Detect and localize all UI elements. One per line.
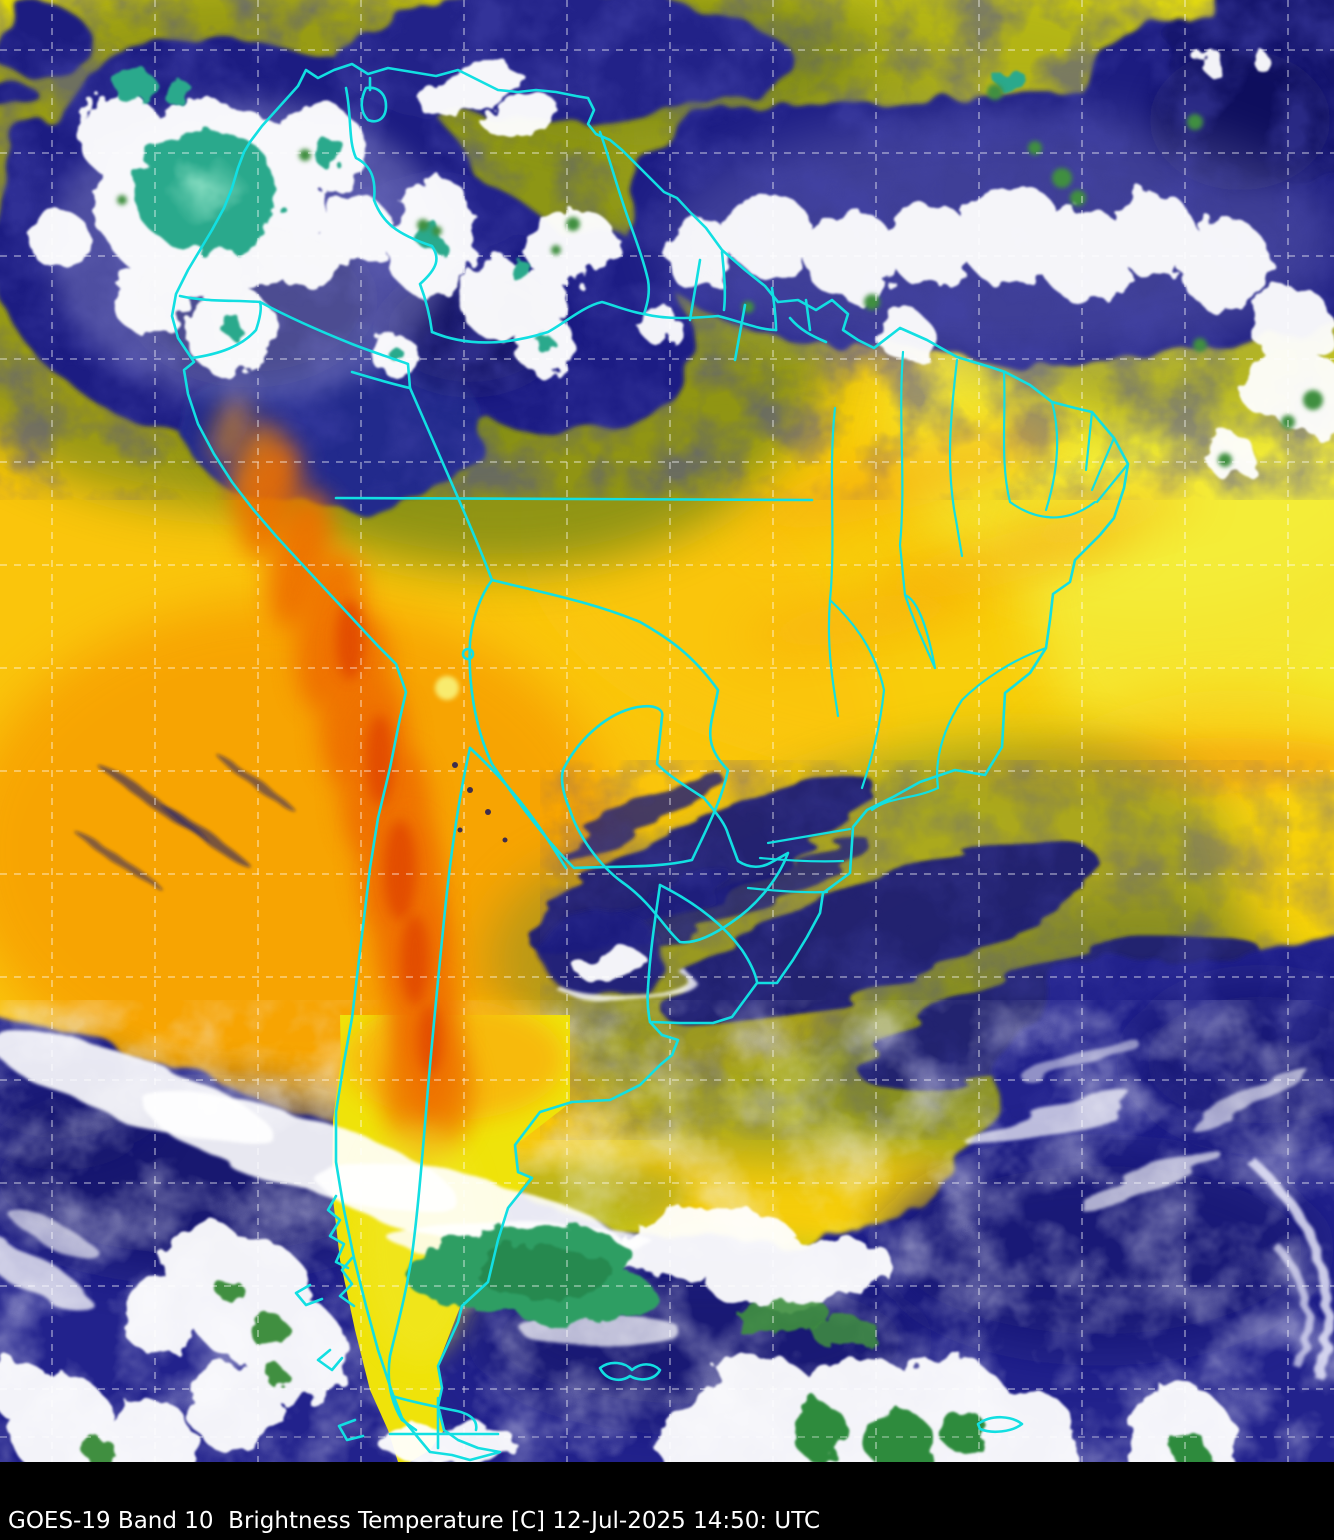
south-america-coastline [170, 62, 1130, 1462]
satellite-map [0, 0, 1334, 1462]
lake-titicaca [461, 647, 475, 661]
border-paraguay [560, 704, 790, 944]
border-suriname-frguiana [770, 286, 778, 332]
andes-lee-specks [452, 762, 508, 843]
lake-maracaibo [360, 76, 388, 123]
border-argentina-chile [387, 746, 472, 1432]
border-bolivia [468, 578, 730, 870]
border-argentina-bolivia [468, 746, 568, 870]
sea-cloud-green-mass [85, 1225, 1210, 1462]
border-uruguay-argentina [646, 883, 662, 1024]
caption-text: GOES-19 Band 10 Brightness Temperature [… [8, 1508, 821, 1535]
south-georgia [976, 1415, 1024, 1434]
border-colombia-venezuela [344, 86, 438, 334]
falkland-islands [598, 1361, 662, 1382]
border-ecuador-peru [190, 300, 263, 360]
andes-thermal-band [210, 395, 1197, 1120]
chile-fjords [294, 1194, 365, 1442]
itcz-cold-cores [742, 84, 1323, 467]
border-uruguay-brazil [658, 883, 759, 984]
brazil-state-borders [746, 350, 1130, 894]
convective-clouds [30, 48, 1334, 1001]
amazon-straight-line [334, 496, 814, 502]
south-ocean-clouds [0, 1030, 1333, 1462]
caption-bar: GOES-19 Band 10 Brightness Temperature [… [0, 1462, 1334, 1540]
strait-of-magellan [388, 1394, 500, 1450]
border-venezuela-guyana [598, 130, 651, 316]
border-colombia-ecuador [178, 294, 262, 304]
border-guyana-suriname [720, 250, 727, 312]
amazon-mouth-channels [688, 258, 828, 362]
brightness-temperature-image [0, 0, 1334, 1462]
country-borders [170, 62, 1130, 1462]
border-venezuela-brazil [430, 300, 778, 344]
border-peru-brazil [408, 386, 494, 582]
border-colombia-peru [258, 300, 412, 390]
latlon-grid [0, 0, 1334, 1462]
